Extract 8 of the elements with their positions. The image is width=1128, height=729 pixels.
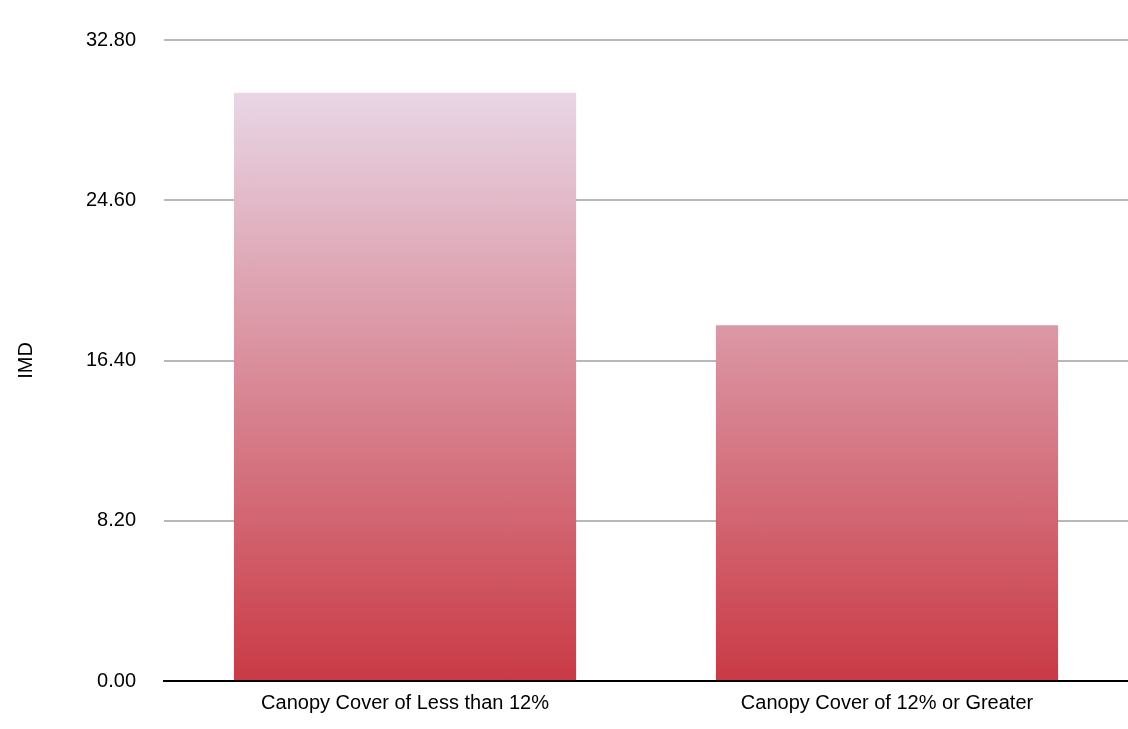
x-tick-label: Canopy Cover of 12% or Greater	[740, 690, 1034, 713]
y-tick-label: 24.60	[85, 187, 137, 210]
y-tick-label: 0.00	[97, 668, 137, 691]
y-axis-title: IMD	[13, 342, 36, 379]
x-tick-label: Canopy Cover of Less than 12%	[261, 690, 550, 713]
y-tick-label: 32.80	[85, 27, 137, 50]
y-tick-label: 8.20	[97, 508, 137, 531]
y-tick-label: 16.40	[85, 348, 137, 371]
